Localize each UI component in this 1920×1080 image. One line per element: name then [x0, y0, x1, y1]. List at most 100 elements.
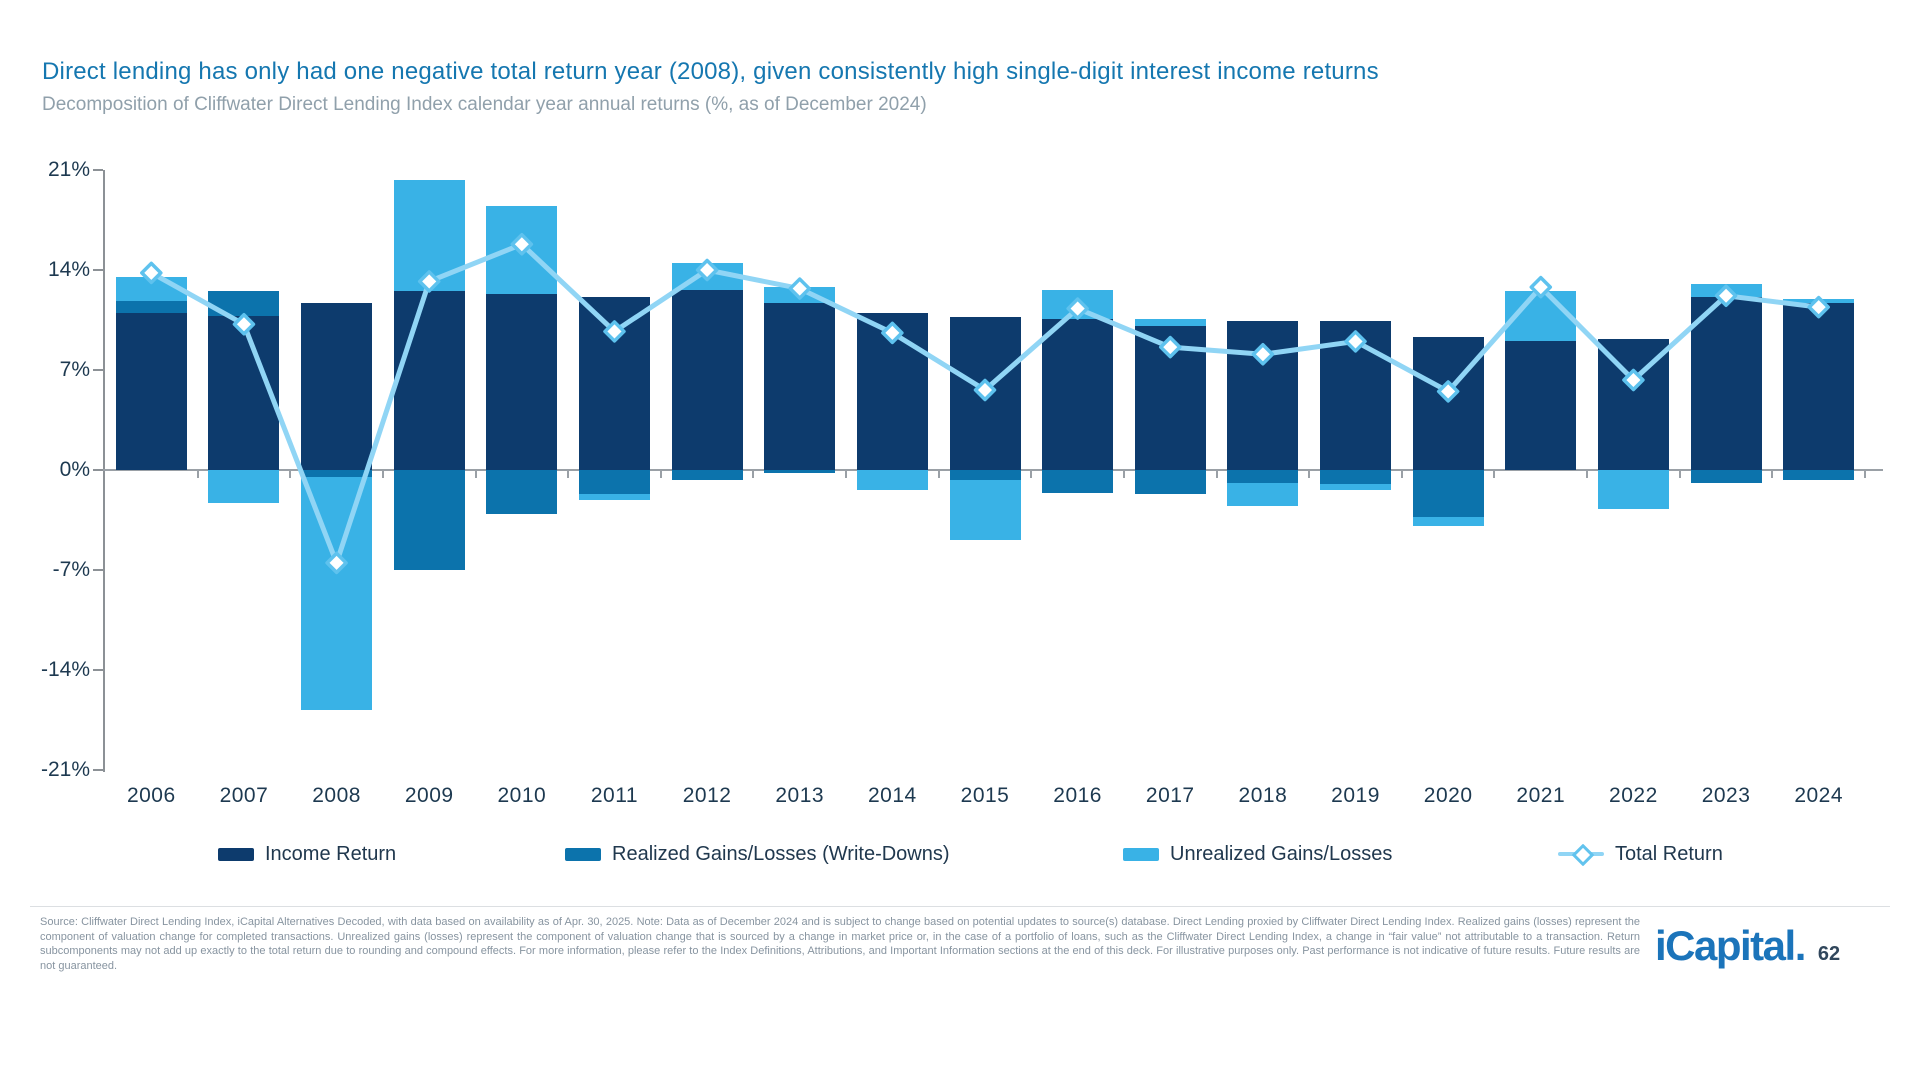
bar-segment-unrealized-2018 [1227, 482, 1299, 506]
legend-swatch-icon [1123, 847, 1159, 861]
bar-segment-unrealized-2008 [301, 477, 373, 710]
x-axis-label: 2019 [1331, 784, 1380, 807]
x-axis-tick [289, 471, 292, 478]
total-return-line-icon [1558, 843, 1604, 867]
bar-segment-income-2024 [1783, 302, 1855, 470]
footer-divider [30, 906, 1890, 907]
legend-label: Realized Gains/Losses (Write-Downs) [612, 842, 950, 865]
x-axis-tick [1586, 471, 1589, 478]
y-axis-line [103, 170, 105, 772]
x-axis-label: 2024 [1794, 784, 1844, 807]
x-axis-tick [567, 471, 570, 478]
y-axis-tick [93, 269, 103, 271]
bar-segment-income-2009 [393, 291, 465, 470]
x-axis-label: 2009 [404, 784, 454, 807]
x-axis-tick [1308, 471, 1311, 478]
x-axis-label: 2006 [126, 784, 176, 807]
y-axis-label: 14% [47, 258, 90, 281]
y-axis-tick [93, 469, 103, 471]
bar-segment-realized-2008 [301, 470, 373, 478]
bar-segment-unrealized-2014 [856, 470, 928, 490]
x-axis-tick [752, 471, 755, 478]
bar-segment-unrealized-2015 [949, 480, 1021, 540]
bar-segment-income-2011 [578, 297, 650, 470]
bar-segment-realized-2017 [1134, 470, 1206, 495]
bar-segment-income-2023 [1690, 297, 1762, 470]
legend-label: Income Return [265, 842, 397, 865]
x-axis-tick [845, 471, 848, 478]
bar-segment-realized-2024 [1783, 470, 1855, 480]
bar-segment-income-2017 [1134, 325, 1206, 470]
bar-segment-realized-2023 [1690, 470, 1762, 483]
icapital-logo: iCapital. [1655, 922, 1806, 969]
x-axis-label: 2017 [1145, 784, 1195, 807]
x-axis-tick [659, 471, 662, 478]
x-axis-tick [1864, 471, 1866, 478]
legend-item-total: Total Return [1558, 842, 1723, 867]
x-axis-label: 2010 [497, 784, 547, 807]
bar-segment-unrealized-2007 [208, 470, 280, 503]
bar-segment-income-2012 [671, 290, 743, 470]
x-axis-tick [1771, 471, 1774, 478]
bar-segment-realized-2013 [764, 470, 836, 473]
y-axis-tick [93, 169, 103, 171]
y-axis-tick [93, 769, 103, 771]
x-axis-label: 2022 [1609, 784, 1658, 807]
bar-segment-realized-2011 [578, 470, 650, 495]
legend-item-realized: Realized Gains/Losses (Write-Downs) [565, 842, 950, 866]
bar-segment-realized-2020 [1412, 470, 1484, 518]
bar-segment-unrealized-2022 [1597, 470, 1669, 509]
legend-label: Total Return [1615, 842, 1723, 865]
bar-segment-unrealized-2020 [1412, 517, 1484, 526]
bar-segment-unrealized-2009 [393, 180, 465, 292]
bar-segment-realized-2019 [1320, 470, 1392, 485]
bar-segment-unrealized-2019 [1320, 484, 1392, 490]
bar-segment-income-2015 [949, 317, 1021, 470]
y-axis-tick [93, 369, 103, 371]
page-number: 62 [1817, 943, 1841, 965]
logo-block: iCapital. 62 [1655, 922, 1840, 970]
x-axis-label: 2015 [960, 784, 1010, 807]
bar-segment-unrealized-2023 [1690, 284, 1762, 298]
bar-segment-income-2016 [1042, 318, 1114, 470]
legend-item-unrealized: Unrealized Gains/Losses [1123, 842, 1392, 866]
legend-item-income: Income Return [218, 842, 396, 866]
bar-segment-income-2010 [486, 294, 558, 470]
y-axis-label: -7% [52, 558, 90, 581]
page-title: Direct lending has only had one negative… [42, 58, 1379, 85]
x-axis-label: 2011 [590, 784, 639, 807]
bar-segment-realized-2015 [949, 470, 1021, 480]
bar-segment-income-2006 [115, 312, 187, 470]
bar-segment-unrealized-2012 [671, 262, 743, 290]
bar-segment-income-2013 [764, 302, 836, 470]
legend-label: Unrealized Gains/Losses [1170, 842, 1393, 865]
x-axis-tick [1030, 471, 1033, 478]
y-axis-label: 21% [47, 158, 90, 181]
bar-segment-income-2020 [1412, 337, 1484, 470]
y-axis-label: -21% [40, 758, 90, 781]
bar-segment-realized-2007 [208, 291, 280, 316]
bar-segment-unrealized-2024 [1783, 298, 1855, 303]
chart-subtitle: Decomposition of Cliffwater Direct Lendi… [42, 94, 927, 115]
y-axis-label: -14% [40, 658, 90, 681]
x-axis-label: 2023 [1701, 784, 1751, 807]
x-axis-label: 2016 [1053, 784, 1102, 807]
x-axis-label: 2021 [1516, 784, 1566, 807]
x-axis-label: 2020 [1423, 784, 1473, 807]
y-axis-label: 7% [59, 358, 90, 381]
legend-swatch-icon [565, 847, 601, 861]
bar-segment-realized-2012 [671, 470, 743, 480]
x-axis-tick [474, 471, 477, 478]
bar-segment-income-2007 [208, 315, 280, 470]
y-axis-label: 0% [59, 458, 90, 481]
footer-disclaimer: Source: Cliffwater Direct Lending Index,… [40, 916, 1640, 972]
bar-segment-income-2021 [1505, 341, 1577, 470]
x-axis-tick [1215, 471, 1218, 478]
bar-segment-unrealized-2013 [764, 287, 836, 303]
bar-segment-unrealized-2016 [1042, 290, 1114, 319]
x-axis-label: 2018 [1238, 784, 1288, 807]
bar-segment-unrealized-2010 [486, 205, 558, 295]
x-axis-tick [196, 471, 199, 478]
bar-segment-income-2019 [1320, 321, 1392, 470]
